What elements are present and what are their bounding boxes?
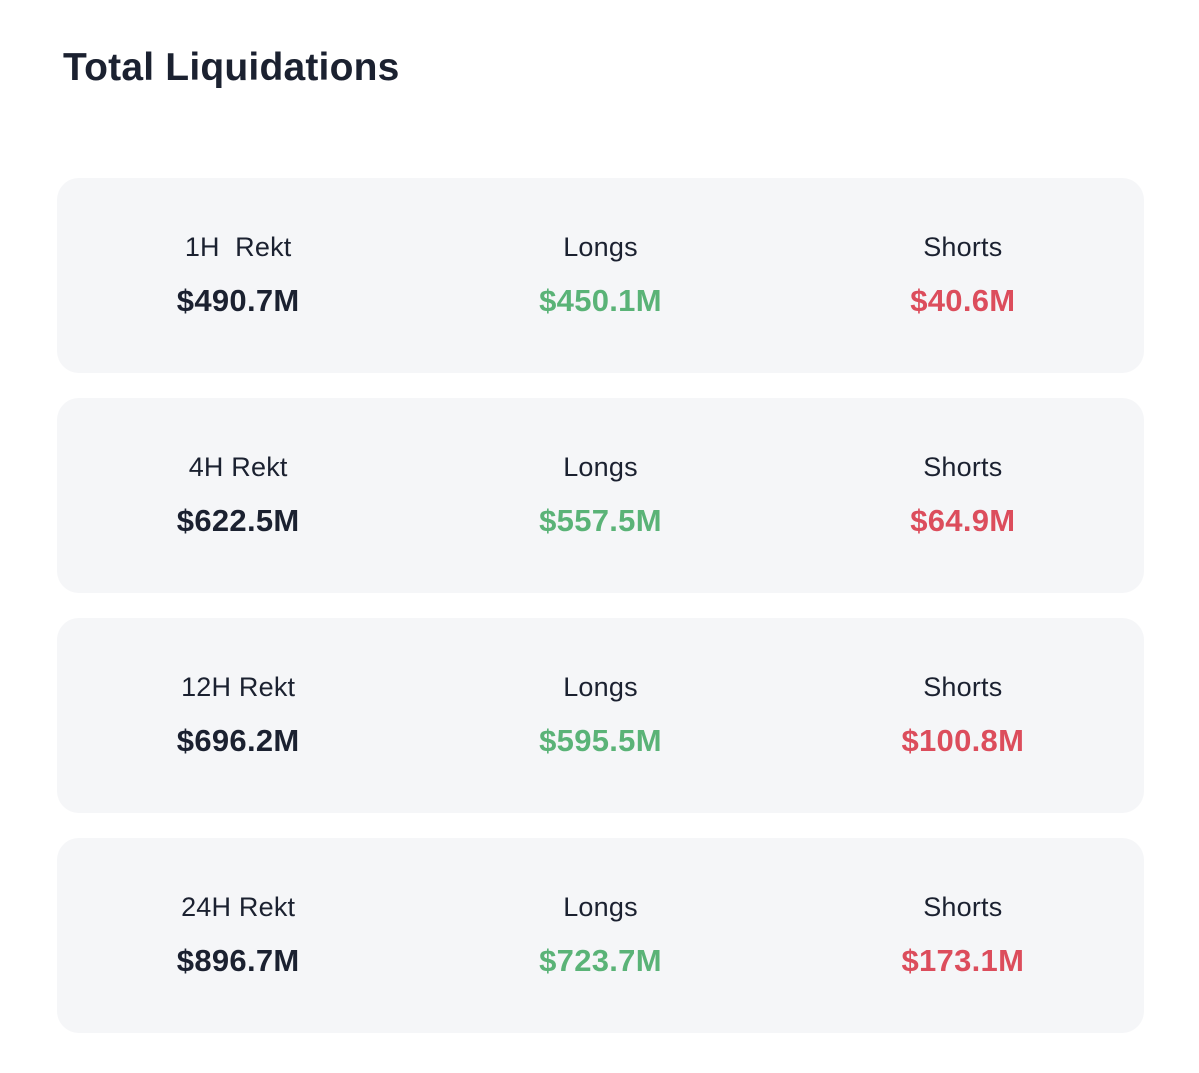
stat-total-value: $622.5M <box>176 503 300 538</box>
stat-shorts-label: Shorts <box>923 232 1003 262</box>
stat-longs-label: Longs <box>563 232 638 262</box>
stat-shorts: Shorts $173.1M <box>782 892 1144 979</box>
stat-total: 1H Rekt $490.7M <box>57 232 419 319</box>
stat-longs: Longs $450.1M <box>419 232 781 319</box>
stat-shorts-value: $40.6M <box>910 283 1016 318</box>
stat-longs-value: $450.1M <box>539 283 662 318</box>
stat-total-value: $696.2M <box>176 723 300 758</box>
stat-shorts-label: Shorts <box>923 452 1003 482</box>
stat-shorts-label: Shorts <box>923 892 1003 922</box>
stat-total: 12H Rekt $696.2M <box>57 672 419 759</box>
stat-longs-value: $595.5M <box>539 723 662 758</box>
stat-longs: Longs $723.7M <box>419 892 781 979</box>
stat-period-label: 24H Rekt <box>181 892 296 922</box>
liquidation-card-24h: 24H Rekt $896.7M Longs $723.7M Shorts $1… <box>57 838 1144 1033</box>
stat-shorts: Shorts $100.8M <box>782 672 1144 759</box>
stat-total-value: $490.7M <box>176 283 300 318</box>
stat-period-label: 1H Rekt <box>184 232 292 262</box>
stat-longs-value: $557.5M <box>539 503 662 538</box>
liquidation-card-12h: 12H Rekt $696.2M Longs $595.5M Shorts $1… <box>57 618 1144 813</box>
stat-longs-label: Longs <box>563 892 638 922</box>
stat-total: 24H Rekt $896.7M <box>57 892 419 979</box>
stat-shorts-value: $64.9M <box>910 503 1016 538</box>
liquidation-card-1h: 1H Rekt $490.7M Longs $450.1M Shorts $40… <box>57 178 1144 373</box>
liquidation-card-4h: 4H Rekt $622.5M Longs $557.5M Shorts $64… <box>57 398 1144 593</box>
stat-shorts-value: $100.8M <box>901 723 1025 758</box>
liquidation-cards: 1H Rekt $490.7M Longs $450.1M Shorts $40… <box>57 178 1144 1033</box>
stat-longs-value: $723.7M <box>539 943 662 978</box>
stat-longs-label: Longs <box>563 672 638 702</box>
stat-period-label: 12H Rekt <box>181 672 296 702</box>
stat-shorts-label: Shorts <box>923 672 1003 702</box>
stat-longs-label: Longs <box>563 452 638 482</box>
stat-total-value: $896.7M <box>176 943 300 978</box>
stat-shorts-value: $173.1M <box>901 943 1025 978</box>
stat-longs: Longs $557.5M <box>419 452 781 539</box>
stat-shorts: Shorts $64.9M <box>782 452 1144 539</box>
page-title: Total Liquidations <box>63 46 400 89</box>
stat-period-label: 4H Rekt <box>188 452 288 482</box>
stat-total: 4H Rekt $622.5M <box>57 452 419 539</box>
stat-longs: Longs $595.5M <box>419 672 781 759</box>
stat-shorts: Shorts $40.6M <box>782 232 1144 319</box>
